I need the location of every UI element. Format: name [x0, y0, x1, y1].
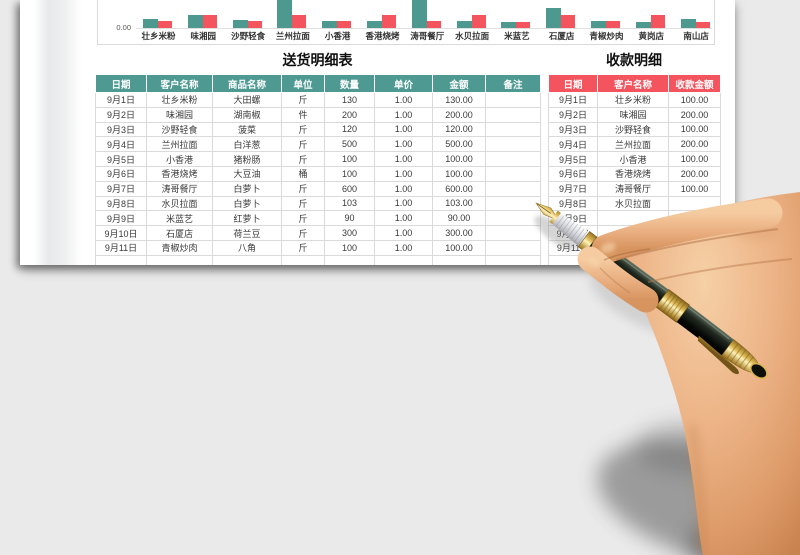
table-cell: 100.00 — [668, 121, 721, 138]
bar-delivery — [143, 19, 158, 28]
bar-payment — [561, 14, 576, 28]
pen-grip-texture — [555, 215, 588, 246]
table-row: 9月11日 青椒炒肉 八角斤 100 1.00 100.00 — [95, 239, 541, 256]
table-row: 9月7日 涛哥餐厅 100.00 — [548, 180, 721, 197]
table-row: 9月5日 小香港 100.00 — [548, 151, 721, 167]
payment-table-title: 收款明细 — [606, 52, 662, 68]
bar-payment — [202, 14, 217, 28]
pen-ring-gold — [577, 231, 598, 253]
x-axis-label: 米蓝艺 — [504, 31, 530, 41]
header-cell: 日期 — [548, 75, 598, 93]
pen-grip-section — [552, 213, 590, 247]
x-axis-label: 小香港 — [324, 31, 351, 41]
bar-delivery — [277, 0, 293, 28]
x-axis-label: 青椒炒肉 — [589, 31, 624, 41]
table-row: 9月10日 石厦店 荷兰豆斤 300 1.00 300.00 — [95, 225, 541, 241]
bar-delivery — [501, 22, 517, 28]
x-axis-label: 壮乡米粉 — [141, 31, 176, 41]
thumb-nail-highlight — [588, 257, 600, 267]
thumb-crease — [599, 267, 631, 294]
bar-payment — [695, 22, 710, 28]
bar-delivery — [322, 21, 338, 28]
x-axis-label: 水贝拉面 — [455, 31, 490, 41]
x-axis-label: 石厦店 — [548, 31, 575, 41]
index-fingertip-highlight — [600, 242, 616, 254]
bar-delivery — [635, 22, 651, 28]
bar-payment — [158, 21, 172, 28]
bar-delivery — [591, 21, 606, 28]
bar-delivery — [456, 21, 472, 28]
table-row: 9月9日 米蓝艺 红萝卜斤 90 1.00 90.00 — [95, 210, 541, 227]
x-axis-label: 黄岗店 — [638, 31, 665, 41]
x-axis-label: 兰州拉面 — [275, 31, 310, 41]
table-row: 9月7日 涛哥餐厅 白萝卜斤 600 1.00 600.00 — [95, 180, 541, 197]
pen-nib-slit — [536, 203, 551, 214]
fountain-pen — [535, 202, 768, 379]
table-row: 9月5日 小香港 猪粉肠斤 100 1.00 100.00 — [95, 151, 541, 167]
bar-payment — [426, 21, 441, 28]
bar-chart: 0.00 壮乡米粉 味湘园 沙野轻食 兰州拉面 小香港 香港烧烤 涛哥餐厅 水贝拉面 米蓝艺 石厦… — [97, 0, 715, 45]
wrist-shading — [688, 424, 707, 555]
x-axis-label: 沙野轻食 — [231, 31, 266, 41]
bar-payment — [382, 14, 396, 28]
bar-payment — [516, 22, 531, 28]
pen-end-engraving — [726, 342, 754, 370]
header-cell: 商品名称 — [212, 75, 282, 93]
x-axis-label: 香港烧烤 — [365, 31, 400, 41]
bar-delivery — [187, 14, 203, 28]
x-axis-label: 味湘园 — [190, 31, 217, 41]
bar-payment — [471, 14, 486, 28]
fingers-front — [577, 198, 793, 555]
pen-end-jewel — [750, 362, 768, 379]
index-finger — [591, 198, 783, 264]
finger-crease-1 — [615, 228, 779, 261]
chart-y-tick-label: 0.00 — [116, 23, 131, 32]
table-row: 9月8日 水贝拉面 白萝卜斤 103 1.00 103.00 — [95, 195, 541, 212]
x-axis-label: 南山店 — [683, 31, 709, 41]
bar-delivery — [411, 0, 427, 28]
table-row: 9月2日 味湘园 湖南椒件 200 1.00 200.00 — [95, 106, 541, 123]
chart-baseline-gridline — [136, 28, 712, 29]
paper-fold-shading — [34, 0, 82, 265]
bar-delivery — [232, 20, 248, 28]
pen-cap-band-engraving — [659, 292, 686, 320]
delivery-table: 日期 客户名称 商品名称 单位 数量 单价 金额 备注 9月1日 壮乡米粉 大田螺斤 130 1.00 1… — [95, 75, 541, 265]
bar-payment — [650, 14, 665, 28]
bar-payment — [606, 21, 620, 28]
header-cell: 备注 — [485, 75, 541, 93]
header-row: 日期 客户名称 收款金额 — [548, 75, 721, 93]
bar-payment — [247, 21, 262, 28]
header-row: 日期 客户名称 商品名称 单位 数量 单价 金额 备注 — [95, 75, 541, 93]
delivery-table-title: 送货明细表 — [282, 52, 353, 68]
table-row — [95, 254, 541, 265]
pen-clip — [697, 335, 739, 375]
index-lower-shadow — [603, 248, 651, 261]
table-row: 9月3日 沙野轻食 100.00 — [548, 121, 721, 138]
table-row: 9月4日 兰州拉面 白洋葱斤 500 1.00 500.00 — [95, 136, 541, 153]
palm-and-wrist — [626, 192, 800, 555]
bar-payment — [337, 21, 352, 28]
pen-barrel — [585, 236, 734, 356]
bar-delivery — [546, 8, 562, 28]
bar-payment — [292, 14, 307, 28]
bar-delivery — [367, 21, 382, 28]
table-cell — [485, 254, 541, 265]
header-cell: 客户名称 — [146, 75, 213, 93]
bar-delivery — [680, 19, 696, 28]
finger-crease-2 — [647, 258, 793, 283]
x-axis-label: 涛哥餐厅 — [410, 31, 445, 41]
header-cell: 日期 — [95, 75, 147, 93]
pen-ring-front — [549, 210, 561, 225]
header-cell: 金额 — [432, 75, 486, 93]
header-cell: 收款金额 — [668, 75, 721, 93]
